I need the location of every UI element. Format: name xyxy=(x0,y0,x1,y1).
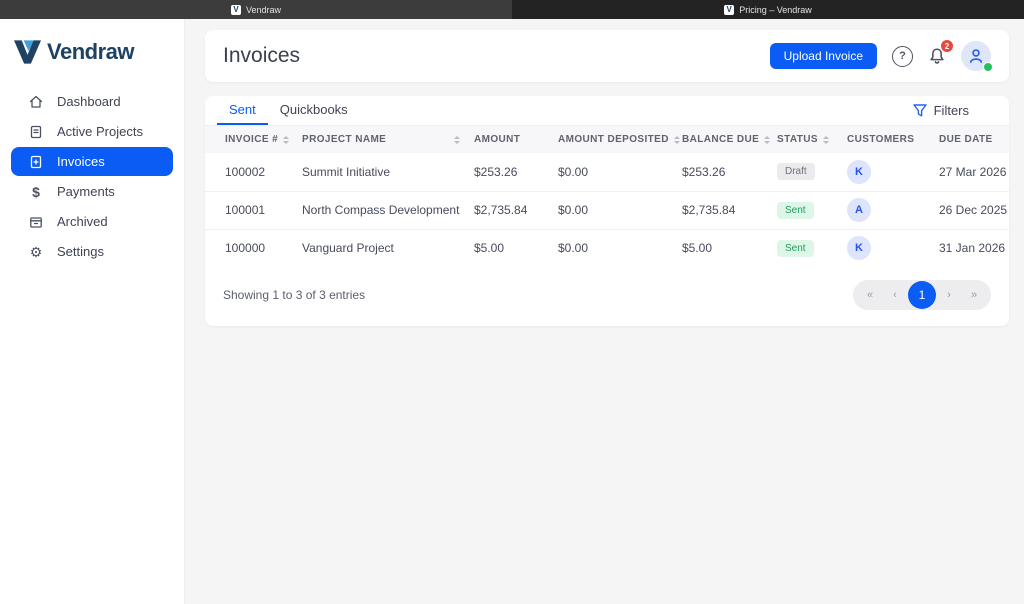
page-header: Invoices Upload Invoice ? 2 xyxy=(205,30,1009,82)
column-header-amount-deposited[interactable]: Amount Deposited xyxy=(558,126,682,153)
customer-avatar[interactable]: A xyxy=(847,198,871,222)
project-name: North Compass Development xyxy=(302,190,474,229)
balance-due: $5.00 xyxy=(682,228,777,267)
dollar-icon: $ xyxy=(32,183,40,200)
balance-due: $2,735.84 xyxy=(682,190,777,229)
sidebar-item-label: Payments xyxy=(57,184,115,199)
column-header-due-date: Due Date xyxy=(939,126,1009,153)
project-name: Summit Initiative xyxy=(302,164,391,179)
invoice-row[interactable]: 100000 Vanguard Project $5.00 $0.00 $5.0… xyxy=(205,228,1009,267)
prev-page-button[interactable]: ‹ xyxy=(883,283,907,307)
sort-icon xyxy=(673,135,680,144)
sidebar-item-dashboard[interactable]: Dashboard xyxy=(11,87,173,116)
tab-quickbooks[interactable]: Quickbooks xyxy=(279,102,348,117)
vendraw-favicon-icon: V xyxy=(230,4,241,15)
sort-icon xyxy=(454,135,460,144)
due-date: 26 Dec 2025 xyxy=(939,190,1009,229)
vendraw-favicon-icon: V xyxy=(724,4,735,15)
file-plus-icon xyxy=(28,154,44,170)
due-date: 27 Mar 2026 xyxy=(939,164,1007,179)
amount: $253.26 xyxy=(474,164,518,179)
amount-deposited: $0.00 xyxy=(558,228,682,267)
sidebar-item-label: Dashboard xyxy=(57,94,121,109)
table-footer: Showing 1 to 3 of 3 entries « ‹ 1 › » xyxy=(205,267,1009,326)
browser-tab-title: Vendraw xyxy=(245,4,282,15)
column-header-status[interactable]: Status xyxy=(777,126,847,153)
column-header-amount: Amount xyxy=(474,126,558,153)
amount: $5.00 xyxy=(474,228,558,267)
browser-tab-vendraw[interactable]: V Vendraw xyxy=(0,0,512,19)
sidebar-item-label: Invoices xyxy=(57,154,105,169)
tab-sent[interactable]: Sent xyxy=(217,96,268,125)
sort-icon xyxy=(283,135,290,144)
header-actions: Upload Invoice ? 2 xyxy=(769,39,993,72)
column-header-project-name[interactable]: Project Name xyxy=(302,126,474,153)
sort-icon xyxy=(764,135,771,144)
archive-icon xyxy=(28,214,44,230)
amount-deposited: $0.00 xyxy=(558,164,589,179)
online-status-dot xyxy=(983,62,993,72)
notifications-bell-icon[interactable]: 2 xyxy=(928,39,954,66)
balance-due: $253.26 xyxy=(682,164,726,179)
sidebar-nav: Dashboard Active Projects Invoices $ Pay… xyxy=(0,87,184,266)
sidebar-item-label: Settings xyxy=(57,244,104,259)
column-header-invoice[interactable]: Invoice # xyxy=(205,126,302,153)
amount-deposited: $0.00 xyxy=(558,190,682,229)
first-page-button[interactable]: « xyxy=(858,283,882,307)
person-icon xyxy=(969,49,983,63)
vendraw-logo-icon xyxy=(14,40,41,64)
sidebar-item-settings[interactable]: ⚙ Settings xyxy=(11,237,173,266)
browser-tab-title: Pricing – Vendraw xyxy=(739,4,812,15)
sidebar-item-payments[interactable]: $ Payments xyxy=(11,177,173,206)
column-header-customers: Customers xyxy=(847,126,939,153)
help-icon[interactable]: ? xyxy=(892,45,913,67)
table-header-row: Invoice # Project Name Amount Amount Dep… xyxy=(205,126,1009,153)
next-page-button[interactable]: › xyxy=(937,283,961,307)
vendraw-logo: Vendraw xyxy=(0,33,184,87)
customer-avatar[interactable]: K xyxy=(847,236,871,261)
project-name: Vanguard Project xyxy=(302,228,474,267)
customer-avatar[interactable]: K xyxy=(847,159,871,184)
user-avatar[interactable] xyxy=(961,41,993,72)
invoice-number: 100002 xyxy=(225,164,266,179)
logo-text: Vendraw xyxy=(47,39,134,64)
invoice-number: 100000 xyxy=(225,241,266,256)
page-1-button[interactable]: 1 xyxy=(908,281,936,309)
invoice-row[interactable]: 100002 Summit Initiative $253.26 $0.00 $… xyxy=(205,153,1009,191)
home-icon xyxy=(28,94,44,110)
sidebar-item-active-projects[interactable]: Active Projects xyxy=(11,117,173,146)
sidebar-item-archived[interactable]: Archived xyxy=(11,207,173,236)
due-date: 31 Jan 2026 xyxy=(939,228,1009,267)
filters-label: Filters xyxy=(933,103,969,118)
invoices-table: Invoice # Project Name Amount Amount Dep… xyxy=(205,126,1009,267)
gear-icon: ⚙ xyxy=(29,243,43,260)
sidebar-item-invoices[interactable]: Invoices xyxy=(11,147,173,176)
upload-invoice-button[interactable]: Upload Invoice xyxy=(769,43,877,69)
showing-entries-text: Showing 1 to 3 of 3 entries xyxy=(223,288,366,302)
last-page-button[interactable]: » xyxy=(962,283,986,307)
sidebar-item-label: Active Projects xyxy=(57,124,143,139)
invoice-row[interactable]: 100001 North Compass Development $2,735.… xyxy=(205,190,1009,229)
sidebar-item-label: Archived xyxy=(57,214,108,229)
page-title: Invoices xyxy=(223,44,301,67)
sort-icon xyxy=(822,135,829,144)
filter-funnel-icon xyxy=(912,104,927,117)
filters-button[interactable]: Filters xyxy=(907,96,1009,125)
column-header-balance-due[interactable]: Balance Due xyxy=(682,126,777,153)
document-icon xyxy=(28,124,44,140)
notification-badge: 2 xyxy=(940,39,954,53)
pagination: « ‹ 1 › » xyxy=(853,280,991,310)
browser-tab-pricing[interactable]: V Pricing – Vendraw xyxy=(512,0,1024,19)
status-badge: Sent xyxy=(777,201,814,219)
invoice-number: 100001 xyxy=(225,203,266,217)
status-badge: Draft xyxy=(777,163,815,181)
table-tabs: Sent Quickbooks Filters xyxy=(205,96,1009,126)
amount: $2,735.84 xyxy=(474,190,558,229)
status-badge: Sent xyxy=(777,239,814,257)
main-content: Invoices Upload Invoice ? 2 Sent xyxy=(185,19,1024,604)
invoices-table-card: Sent Quickbooks Filters Invoice # xyxy=(205,96,1009,326)
sidebar: Vendraw Dashboard Active Projects Invoic… xyxy=(0,19,185,604)
browser-tab-bar: V Vendraw V Pricing – Vendraw xyxy=(0,0,1024,19)
